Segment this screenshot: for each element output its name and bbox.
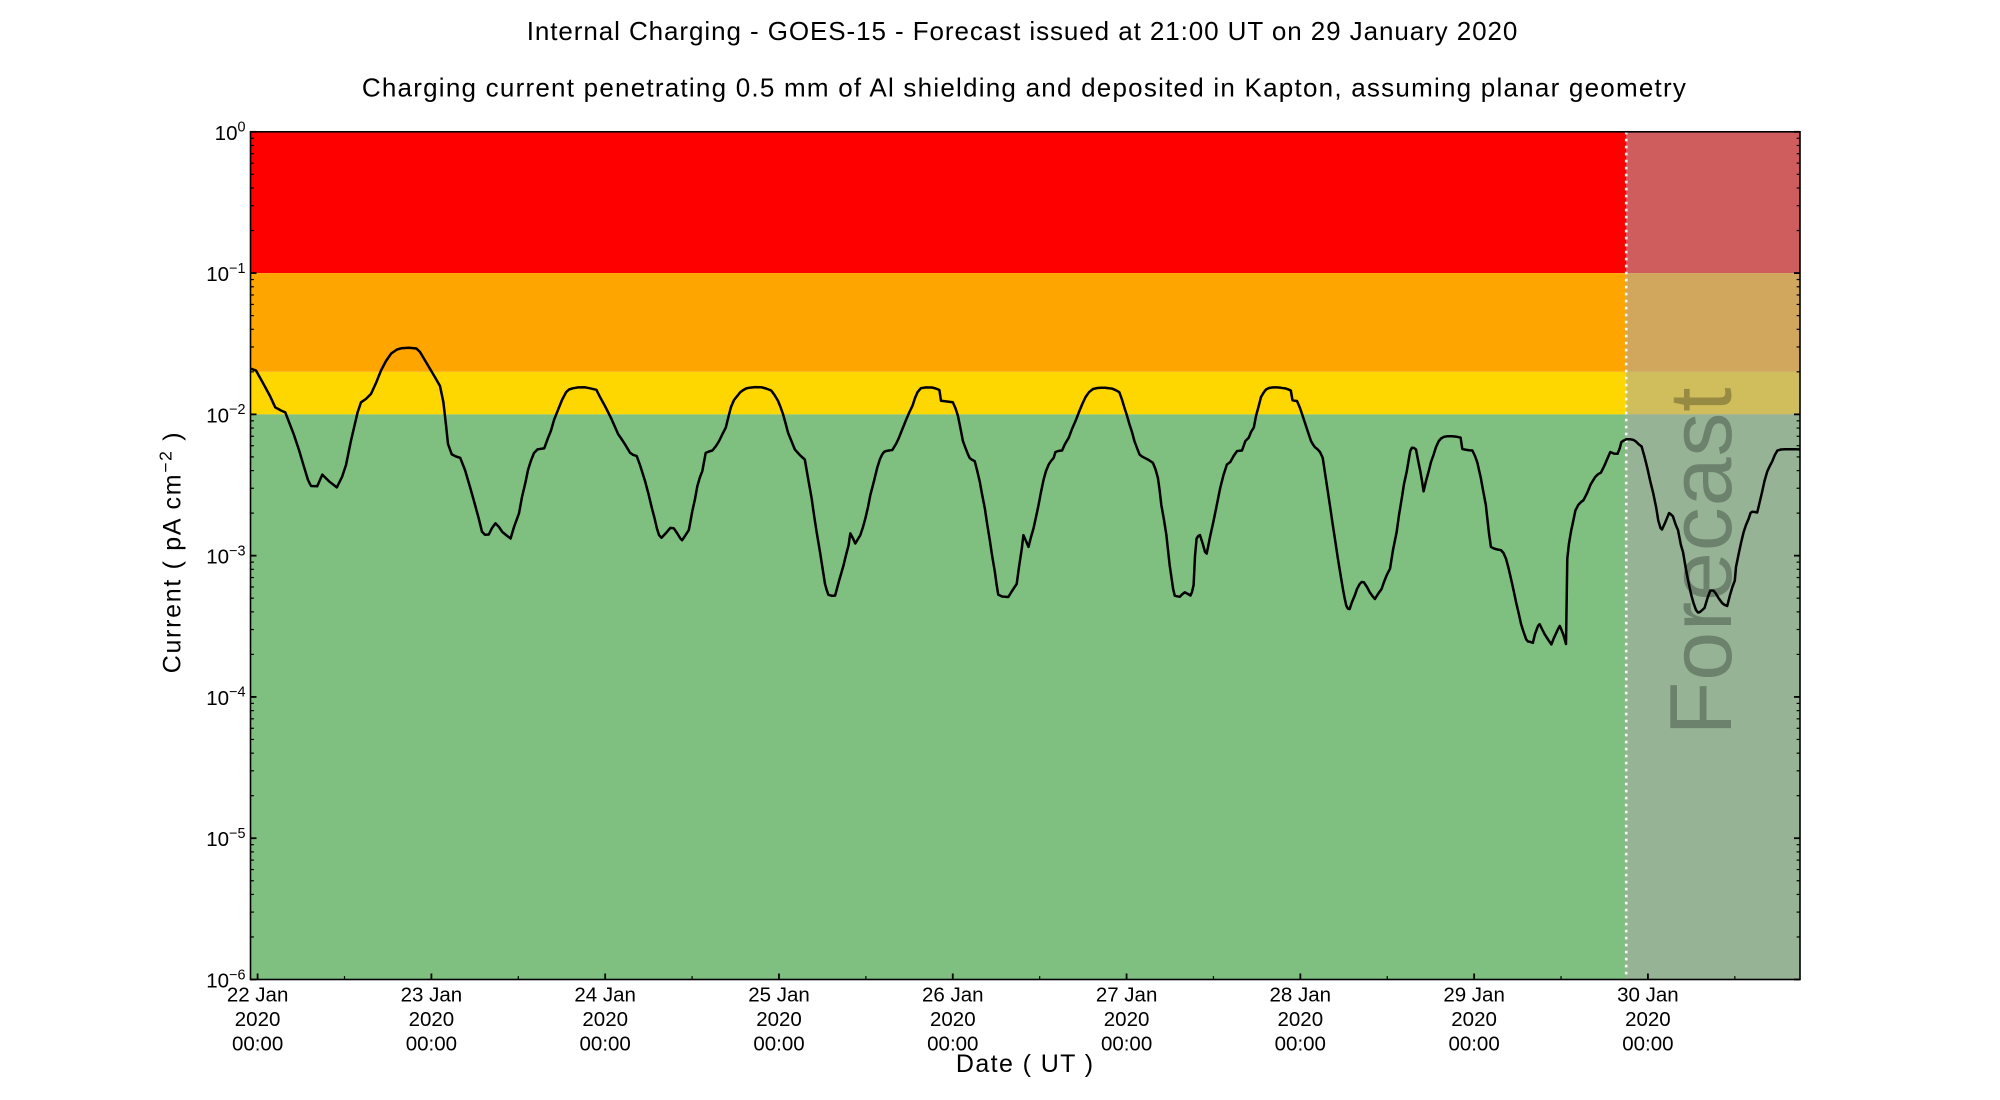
svg-text:2020: 2020: [1277, 1008, 1323, 1031]
svg-text:00:00: 00:00: [406, 1032, 457, 1055]
svg-text:00:00: 00:00: [232, 1032, 283, 1055]
svg-text:2020: 2020: [930, 1008, 976, 1031]
svg-text:00:00: 00:00: [1101, 1032, 1152, 1055]
svg-text:25 Jan: 25 Jan: [748, 984, 810, 1007]
svg-text:2020: 2020: [235, 1008, 281, 1031]
svg-text:2020: 2020: [1451, 1008, 1497, 1031]
svg-text:2020: 2020: [1104, 1008, 1150, 1031]
svg-text:27 Jan: 27 Jan: [1096, 984, 1158, 1007]
svg-text:2020: 2020: [756, 1008, 802, 1031]
svg-text:10−2: 10−2: [206, 402, 245, 427]
svg-text:Date ( UT ): Date ( UT ): [956, 1050, 1095, 1078]
svg-text:00:00: 00:00: [1448, 1032, 1499, 1055]
svg-text:30 Jan: 30 Jan: [1617, 984, 1679, 1007]
svg-text:22 Jan: 22 Jan: [227, 984, 289, 1007]
svg-text:24 Jan: 24 Jan: [574, 984, 636, 1007]
svg-text:2020: 2020: [1625, 1008, 1671, 1031]
svg-text:Internal Charging - GOES-15 -: Internal Charging - GOES-15 - Forecast i…: [527, 16, 1519, 46]
svg-text:26 Jan: 26 Jan: [922, 984, 984, 1007]
svg-text:29 Jan: 29 Jan: [1443, 984, 1505, 1007]
svg-text:00:00: 00:00: [1622, 1032, 1673, 1055]
svg-text:2020: 2020: [409, 1008, 455, 1031]
svg-text:28 Jan: 28 Jan: [1270, 984, 1332, 1007]
svg-text:00:00: 00:00: [927, 1032, 978, 1055]
svg-text:23 Jan: 23 Jan: [401, 984, 463, 1007]
svg-text:00:00: 00:00: [1275, 1032, 1326, 1055]
svg-text:00:00: 00:00: [580, 1032, 631, 1055]
svg-text:Charging current penetrating 0: Charging current penetrating 0.5 mm of A…: [362, 73, 1687, 103]
svg-text:Forecast: Forecast: [1651, 387, 1750, 736]
svg-text:2020: 2020: [582, 1008, 628, 1031]
svg-text:00:00: 00:00: [753, 1032, 804, 1055]
